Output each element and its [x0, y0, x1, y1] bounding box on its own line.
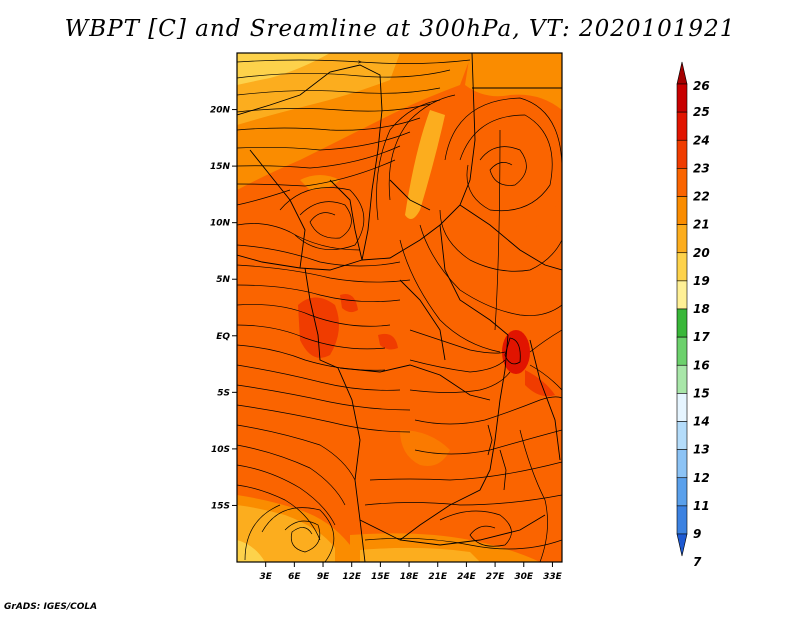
colorbar-label: 15	[693, 386, 710, 400]
colorbar-label: 17	[693, 330, 710, 344]
y-tick-label: 15S	[211, 501, 230, 511]
x-tick-label: 9E	[317, 572, 330, 582]
colorbar-segment	[676, 505, 688, 535]
x-tick-label: 6E	[288, 572, 301, 582]
colorbar-label: 19	[693, 274, 710, 288]
lakes	[487, 337, 521, 491]
y-tick-label: 15N	[210, 162, 231, 172]
colorbar-label: 9	[693, 527, 701, 541]
colorbar-segment	[676, 168, 688, 197]
colorbar-label: 18	[693, 302, 710, 316]
colorbar-label: 13	[693, 443, 710, 457]
colorbar-segment	[676, 224, 688, 254]
colorbar-segment	[676, 139, 688, 169]
colorbar-label: 12	[693, 471, 710, 485]
colorbar-label: 20	[693, 246, 710, 260]
colorbar-segment	[676, 252, 688, 282]
y-axis: 20N 15N 10N 5N EQ 5S 10S 15S	[210, 106, 237, 511]
y-tick-label: 10S	[211, 445, 230, 455]
colorbar-label: 22	[693, 190, 710, 204]
wbpt-shading	[237, 53, 562, 562]
y-tick-label: 10N	[210, 219, 231, 229]
x-tick-label: 30E	[514, 572, 534, 582]
x-axis: 3E 6E 9E 12E 15E 18E 21E 24E 27E 30E 33E	[259, 562, 563, 582]
colorbar-segment	[676, 449, 688, 479]
x-tick-label: 12E	[342, 572, 362, 582]
colorbar-label: 7	[693, 555, 702, 569]
plot-frame	[236, 52, 563, 563]
y-tick-label: 20N	[210, 106, 231, 116]
colorbar-segment	[676, 196, 688, 225]
colorbar-segment	[676, 477, 688, 507]
colorbar-segment	[676, 393, 688, 422]
colorbar-label: 26	[693, 79, 710, 93]
colorbar-segment	[676, 533, 688, 557]
colorbar: 26 25 24 23 22 21 20 19 18 17 16 15 14 13 12 11 9 7	[676, 61, 710, 569]
x-tick-label: 15E	[371, 572, 391, 582]
colorbar-label: 25	[693, 105, 710, 119]
colorbar-label: 23	[693, 161, 710, 175]
x-tick-label: 27E	[486, 572, 506, 582]
y-tick-label: 5S	[217, 388, 230, 398]
x-tick-label: 33E	[543, 572, 563, 582]
x-tick-label: 24E	[457, 572, 477, 582]
y-tick-label: 5N	[216, 275, 230, 285]
colorbar-segment	[676, 336, 688, 366]
colorbar-label: 16	[693, 358, 710, 372]
colorbar-label: 11	[693, 499, 710, 513]
grads-credit: GrADS: IGES/COLA	[4, 602, 98, 612]
x-tick-label: 21E	[428, 572, 448, 582]
colorbar-segment	[676, 111, 688, 141]
colorbar-label: 21	[693, 218, 710, 232]
chart-title: WBPT [C] and Sreamline at 300hPa, VT: 20…	[64, 16, 736, 42]
streamlines	[237, 59, 562, 562]
colorbar-segment	[676, 364, 688, 394]
colorbar-segment	[676, 61, 688, 85]
colorbar-label: 14	[693, 415, 710, 429]
colorbar-segment	[676, 308, 688, 338]
x-tick-label: 18E	[400, 572, 420, 582]
colorbar-segment	[676, 421, 688, 450]
chart: 3E 6E 9E 12E 15E 18E 21E 24E 27E 30E 33E 20N 15N 10N…	[210, 52, 710, 582]
country-borders	[237, 53, 562, 562]
y-tick-label: EQ	[216, 332, 230, 342]
colorbar-segment	[676, 280, 688, 310]
x-tick-label: 3E	[259, 572, 272, 582]
colorbar-segment	[676, 83, 688, 113]
colorbar-label: 24	[693, 133, 710, 147]
